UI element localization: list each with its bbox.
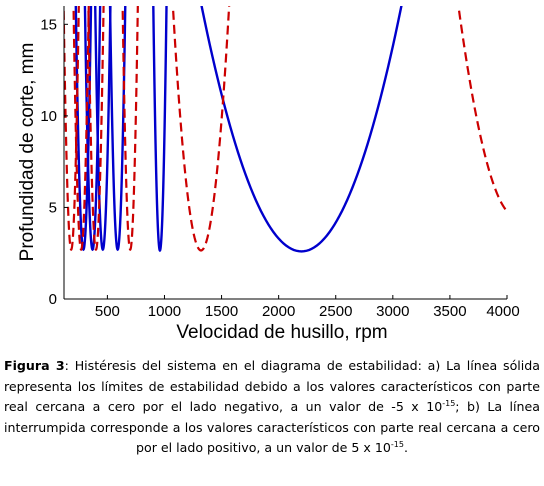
x-tick-label: 3000: [376, 303, 409, 320]
dashed-lobe-3: [121, 6, 139, 251]
x-tick-label: 1000: [148, 303, 181, 320]
caption-label: Figura 3: [4, 358, 65, 373]
x-tick-label: 500: [95, 303, 120, 320]
x-axis-label: Velocidad de husillo, rpm: [176, 322, 387, 343]
solid-lobe-5: [200, 6, 403, 253]
x-tick-label: 1500: [205, 303, 238, 320]
y-tick-label: 10: [40, 108, 57, 125]
y-axis-label: Profundidad de corte, mm: [17, 43, 38, 262]
caption-exponent-1: -15: [442, 398, 456, 408]
dashed-lobe-5: [457, 6, 507, 213]
solid-lobe-3: [108, 6, 127, 252]
dashed-lobe-2: [87, 6, 105, 251]
y-tick-label: 5: [49, 199, 57, 216]
y-tick-label: 0: [49, 291, 57, 308]
x-tick-label: 4000: [486, 303, 519, 320]
dashed-lobe-4: [171, 6, 231, 252]
caption-exponent-2: -15: [390, 439, 404, 449]
solid-lobe-4: [152, 6, 168, 253]
x-tick-label: 2000: [262, 303, 295, 320]
stability-chart: 500 1000 1500 2000 2500 3000 3500 4000 0 5 10 15 Ve…: [17, 6, 520, 343]
caption-text-1: : Histéresis del sistema en el diagrama …: [4, 358, 541, 414]
figure-caption: Figura 3: Histéresis del sistema en el d…: [4, 356, 540, 459]
x-tick-label: 3500: [433, 303, 466, 320]
caption-text-3: .: [403, 440, 408, 455]
caption-text-2: ; b) La línea interrumpida corresponde a…: [4, 399, 540, 455]
dashed-lobe-1: [72, 6, 90, 251]
y-tick-label: 15: [40, 16, 57, 33]
solid-lobe-2: [94, 6, 112, 252]
plot-area: [64, 6, 507, 253]
x-tick-label: 2500: [319, 303, 352, 320]
